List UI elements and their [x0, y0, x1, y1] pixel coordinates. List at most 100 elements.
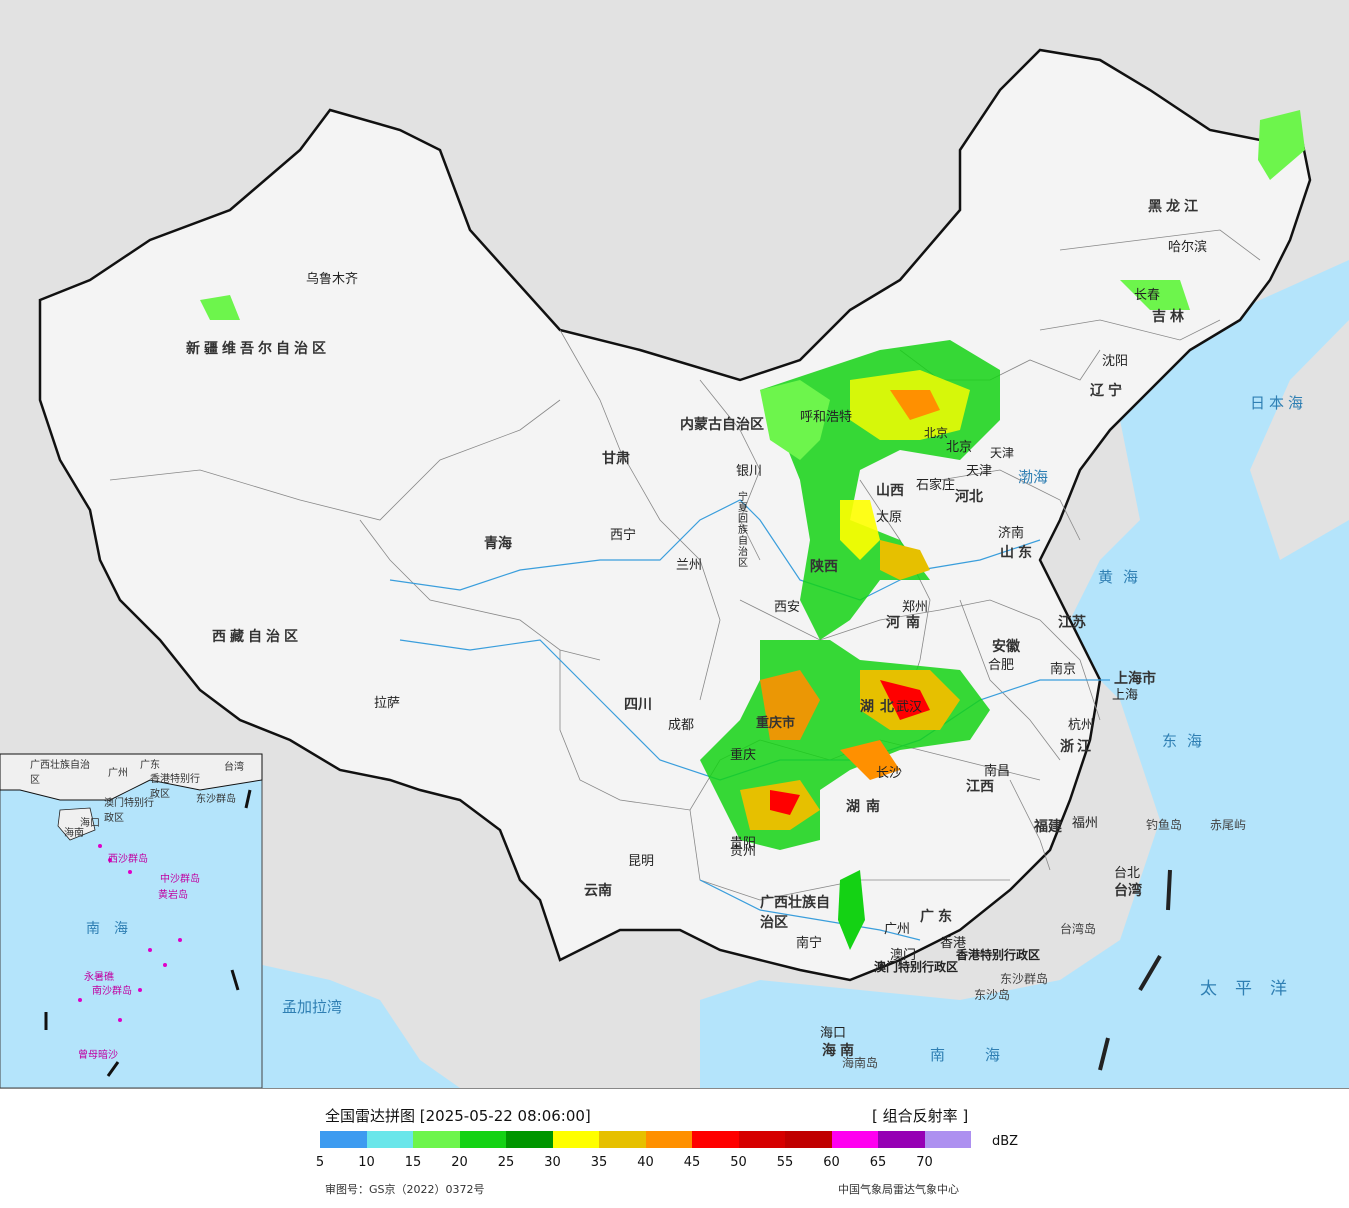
inset-label: 香港特别行政区	[150, 774, 200, 800]
province-label: 天津	[966, 464, 993, 479]
island-label: 东沙岛	[974, 988, 1011, 1002]
echo-guangdong	[838, 870, 865, 950]
province-label: 贵州	[730, 844, 757, 859]
province-label: 海南	[822, 1043, 858, 1059]
province-label: 内蒙古自治区	[680, 417, 764, 433]
city-label: 济南	[998, 526, 1025, 541]
city-label: 香港	[940, 936, 967, 951]
province-label: 吉林	[1152, 309, 1188, 325]
scale-tick-label: 35	[590, 1155, 608, 1170]
scale-tick-label: 50	[730, 1155, 747, 1170]
city-label: 沈阳	[1102, 354, 1129, 369]
scale-tick-label: 55	[776, 1155, 794, 1170]
scale-swatch	[320, 1131, 367, 1148]
echo-shanxi	[840, 500, 880, 560]
province-label: 山西	[876, 483, 904, 499]
scale-swatch	[692, 1131, 739, 1148]
legend-panel: 全国雷达拼图 [2025-05-22 08:06:00] [ 组合反射率 ] d…	[0, 1089, 1349, 1208]
inset-label: 台湾	[224, 762, 244, 773]
inset-label: 海南	[64, 828, 84, 839]
inset-label: 广东	[140, 760, 160, 771]
province-label: 新疆维吾尔自治区	[186, 341, 330, 357]
city-label: 台北	[1114, 866, 1141, 881]
inset-label: 黄岩岛	[158, 890, 188, 901]
province-label: 甘肃	[602, 451, 630, 467]
bay-of-bengal	[240, 960, 460, 1088]
city-label: 呼和浩特	[800, 410, 853, 425]
scale-tick-label: 40	[637, 1155, 654, 1170]
city-label: 南京	[1050, 662, 1077, 677]
echo-xinjiang	[200, 295, 240, 320]
map-labels: 新疆维吾尔自治区 西藏自治区 青海 甘肃 四川 云南 内蒙古自治区 黑龙江 吉林…	[30, 199, 1303, 1070]
province-label: 重庆市	[756, 716, 796, 731]
island-label: 东沙群岛	[1000, 972, 1049, 986]
city-label: 成都	[668, 718, 695, 733]
boundary-dashes	[1098, 869, 1172, 1071]
city-label: 太原	[876, 510, 903, 525]
province-label: 云南	[584, 883, 612, 899]
city-label: 广州	[884, 922, 911, 937]
inset-label: 海口	[80, 818, 100, 829]
sea-label: 南海	[930, 1046, 1041, 1064]
city-label: 哈尔滨	[1168, 240, 1208, 255]
province-label: 广东	[920, 909, 956, 925]
city-label: 银川	[736, 464, 763, 479]
inset-label: 中沙群岛	[160, 874, 200, 885]
approval-number: 审图号：GS京（2022）0372号	[325, 1183, 485, 1196]
scale-tick-label: 15	[404, 1155, 422, 1170]
ocean-east	[700, 260, 1349, 1088]
scale-swatch	[785, 1131, 832, 1148]
scale-tick-label: 45	[683, 1155, 701, 1170]
product-name: [ 组合反射率 ]	[872, 1107, 969, 1125]
province-label: 江苏	[1058, 615, 1086, 631]
region-label: 宁夏回族自治区	[738, 492, 748, 569]
inset-label: 广西壮族自治区	[30, 760, 90, 786]
province-label: 台湾	[1114, 883, 1142, 899]
city-label: 天津	[990, 446, 1015, 460]
south-china-sea-inset	[0, 753, 263, 1088]
unit-label: dBZ	[992, 1134, 1019, 1149]
inset-label: 西沙群岛	[108, 854, 148, 865]
source-label: 中国气象局雷达气象中心	[838, 1183, 959, 1196]
echo-north-edge	[760, 380, 830, 460]
echo-heilongjiang	[1258, 110, 1305, 180]
scale-tick-label: 30	[544, 1155, 561, 1170]
scale-tick-label: 70	[916, 1155, 933, 1170]
scale-swatch	[878, 1131, 925, 1148]
color-scale	[320, 1131, 971, 1148]
province-label: 西藏自治区	[212, 629, 302, 645]
city-label: 福州	[1072, 816, 1099, 831]
map-canvas	[0, 0, 1349, 1088]
province-label: 湖南	[846, 799, 886, 815]
scale-swatch	[599, 1131, 646, 1148]
city-label: 拉萨	[374, 696, 401, 711]
region-label: 香港特别行政区	[956, 948, 1041, 962]
city-label: 上海	[1112, 688, 1139, 703]
sea-label: 东海	[1162, 732, 1213, 750]
scale-swatch	[738, 1131, 785, 1148]
inset-label: 曾母暗沙	[78, 1050, 118, 1061]
scale-tick-label: 25	[497, 1155, 515, 1170]
city-label: 昆明	[628, 854, 655, 869]
city-label: 乌鲁木齐	[306, 272, 359, 287]
city-label: 西安	[774, 600, 801, 615]
inset-label: 南沙群岛	[92, 986, 132, 997]
echo-jilin	[1120, 280, 1190, 310]
echo-hunan	[840, 740, 900, 780]
inset-label: 澳门特别行政区	[104, 798, 154, 824]
echo-guizhou-core	[770, 790, 800, 815]
city-label: 石家庄	[916, 478, 956, 493]
province-label: 山东	[1000, 545, 1036, 561]
scale-swatch	[924, 1131, 971, 1148]
province-label: 上海市	[1114, 671, 1156, 687]
province-label: 北京	[946, 440, 973, 455]
city-label: 长沙	[876, 766, 903, 781]
province-label: 辽宁	[1090, 383, 1126, 399]
echo-chongqing	[760, 670, 820, 740]
province-label: 江西	[966, 779, 994, 795]
scale-tick-label: 20	[451, 1155, 468, 1170]
scale-tick-label: 65	[869, 1155, 887, 1170]
scale-swatch	[459, 1131, 506, 1148]
province-label: 河南	[886, 615, 926, 631]
scale-swatch	[366, 1131, 413, 1148]
